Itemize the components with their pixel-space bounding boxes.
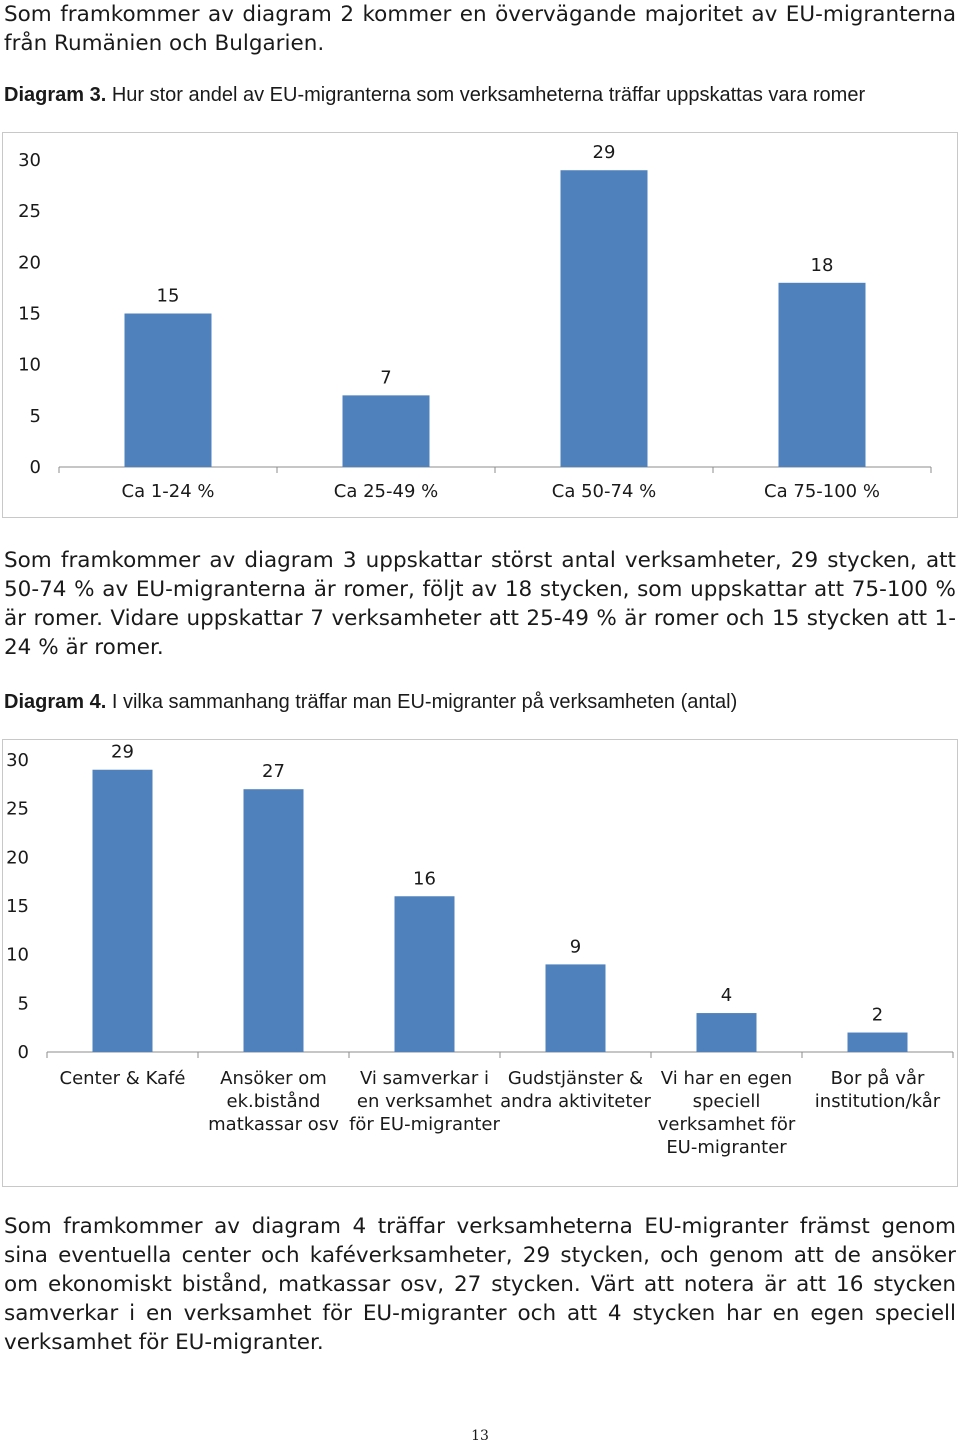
bar xyxy=(243,789,304,1052)
data-label: 27 xyxy=(262,761,285,782)
y-tick-label: 20 xyxy=(18,252,41,273)
bar xyxy=(560,170,648,467)
data-label: 9 xyxy=(570,936,581,957)
y-tick-label: 25 xyxy=(18,201,41,222)
category-label-line: EU-migranter xyxy=(666,1137,787,1158)
category-label-line: Ca 25-49 % xyxy=(334,481,438,502)
data-label: 18 xyxy=(811,255,834,276)
bar xyxy=(545,964,606,1052)
bar xyxy=(92,769,153,1052)
category-label: Ca 25-49 % xyxy=(334,481,438,502)
data-label: 29 xyxy=(593,142,616,163)
data-label: 29 xyxy=(111,742,134,763)
data-label: 15 xyxy=(157,286,180,307)
category-label-line: en verksamhet xyxy=(357,1091,492,1112)
category-label-line: Ca 75-100 % xyxy=(764,481,880,502)
category-label: Ca 75-100 % xyxy=(764,481,880,502)
diagram3-caption-number: Diagram 3. xyxy=(4,84,107,106)
bar xyxy=(124,313,212,467)
diagram3-description: Som framkommer av diagram 3 uppskattar s… xyxy=(4,548,956,660)
bar xyxy=(394,896,455,1052)
category-label-line: Bor på vår xyxy=(831,1068,925,1089)
data-label: 2 xyxy=(872,1005,883,1026)
y-tick-label: 15 xyxy=(6,896,29,917)
bar xyxy=(696,1013,757,1052)
diagram4-caption: Diagram 4. I vilka sammanhang träffar ma… xyxy=(4,690,737,714)
category-label-line: institution/kår xyxy=(815,1091,941,1112)
category-label-line: ek.bistånd xyxy=(227,1091,321,1112)
y-tick-label: 30 xyxy=(18,150,41,171)
diagram4-description: Som framkommer av diagram 4 träffar verk… xyxy=(4,1214,956,1355)
category-label: Ca 1-24 % xyxy=(122,481,215,502)
y-tick-label: 10 xyxy=(18,355,41,376)
category-label-line: speciell xyxy=(693,1091,761,1112)
category-label: Gudstjänster & andra aktiviteter xyxy=(500,1068,651,1112)
category-label-line: för EU-migranter xyxy=(349,1114,500,1135)
diagram3-chart: 0 5 10 15 20 25 30 15 Ca 1-24 % 7 Ca 25-49 % 29 Ca 5… xyxy=(2,132,958,518)
diagram3-chart-svg: 0 5 10 15 20 25 30 15 Ca 1-24 % 7 Ca 25-49 % 29 Ca 5… xyxy=(18,142,932,502)
category-label-line: Ca 1-24 % xyxy=(122,481,215,502)
data-label: 16 xyxy=(413,868,436,889)
y-tick-label: 10 xyxy=(6,945,29,966)
bar xyxy=(778,282,866,467)
diagram3-caption-title: Hur stor andel av EU-migranterna som ver… xyxy=(111,84,866,106)
bar xyxy=(847,1032,908,1052)
y-tick-label: 0 xyxy=(30,457,41,478)
data-label: 4 xyxy=(721,985,732,1006)
category-label-line: Ca 50-74 % xyxy=(552,481,656,502)
diagram4-caption-number: Diagram 4. xyxy=(4,691,107,713)
category-label: Vi har en egen speciell verksamhet för EU-m… xyxy=(658,1068,796,1158)
category-label-line: Vi samverkar i xyxy=(360,1068,489,1089)
diagram4-caption-title: I vilka sammanhang träffar man EU-migran… xyxy=(111,691,738,713)
category-label-line: andra aktiviteter xyxy=(500,1091,651,1112)
y-tick-label: 5 xyxy=(30,406,41,427)
category-label: Bor på vår institution/kår xyxy=(815,1068,941,1112)
category-label: Ansöker om ek.bistånd matkassar osv xyxy=(208,1068,339,1135)
category-label-line: Vi har en egen xyxy=(661,1068,792,1089)
diagram3-caption: Diagram 3. Hur stor andel av EU-migrante… xyxy=(4,83,865,107)
page-number: 13 xyxy=(471,1428,489,1444)
data-label: 7 xyxy=(380,367,391,388)
y-tick-label: 15 xyxy=(18,304,41,325)
y-tick-label: 25 xyxy=(6,799,29,820)
category-label-line: matkassar osv xyxy=(208,1114,339,1135)
category-label-line: Center & Kafé xyxy=(60,1068,186,1089)
diagram4-chart: 0 5 10 15 20 25 30 29 Center & Kafé 27 Ansöker om e… xyxy=(2,739,958,1187)
category-label-line: verksamhet för xyxy=(658,1114,796,1135)
category-label-line: Gudstjänster & xyxy=(508,1068,643,1089)
category-label: Center & Kafé xyxy=(60,1068,186,1089)
y-tick-label: 20 xyxy=(6,847,29,868)
y-tick-label: 5 xyxy=(18,993,29,1014)
bar xyxy=(342,395,430,467)
y-tick-label: 0 xyxy=(18,1042,29,1063)
y-tick-label: 30 xyxy=(6,750,29,771)
category-label: Ca 50-74 % xyxy=(552,481,656,502)
category-label: Vi samverkar i en verksamhet för EU-migran… xyxy=(349,1068,500,1135)
intro-paragraph: Som framkommer av diagram 2 kommer en öv… xyxy=(4,2,956,56)
category-label-line: Ansöker om xyxy=(220,1068,327,1089)
